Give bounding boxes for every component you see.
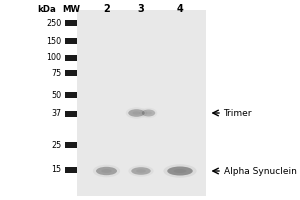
Bar [64,111,76,117]
Text: 100: 100 [46,53,62,62]
Ellipse shape [142,110,155,116]
Ellipse shape [167,166,193,176]
Bar [64,142,76,148]
Text: 50: 50 [51,90,62,99]
Bar [64,92,76,98]
Text: 150: 150 [46,36,62,46]
Text: 15: 15 [51,166,62,174]
Bar [76,10,206,196]
Text: 37: 37 [51,110,62,118]
Ellipse shape [136,169,146,173]
Text: 2: 2 [103,4,110,14]
Bar [64,38,76,44]
Text: 75: 75 [51,68,62,77]
Ellipse shape [96,167,117,175]
Ellipse shape [126,107,147,119]
Text: 3: 3 [138,4,144,14]
Bar [64,70,76,76]
Ellipse shape [93,165,120,177]
Ellipse shape [128,109,145,117]
Ellipse shape [140,108,157,118]
Ellipse shape [145,111,152,115]
Ellipse shape [132,111,141,115]
Bar [64,20,76,26]
Ellipse shape [101,169,112,173]
Ellipse shape [174,169,186,173]
Text: kDa: kDa [37,4,56,14]
Text: 4: 4 [177,4,183,14]
Text: Trimer: Trimer [224,108,252,117]
Bar [64,55,76,61]
Ellipse shape [128,165,154,177]
Text: 25: 25 [51,140,62,149]
Ellipse shape [131,167,151,175]
Text: MW: MW [62,4,80,14]
Text: Alpha Synuclein: Alpha Synuclein [224,166,296,176]
Ellipse shape [164,164,196,178]
Text: 250: 250 [46,19,62,27]
Bar [64,167,76,173]
